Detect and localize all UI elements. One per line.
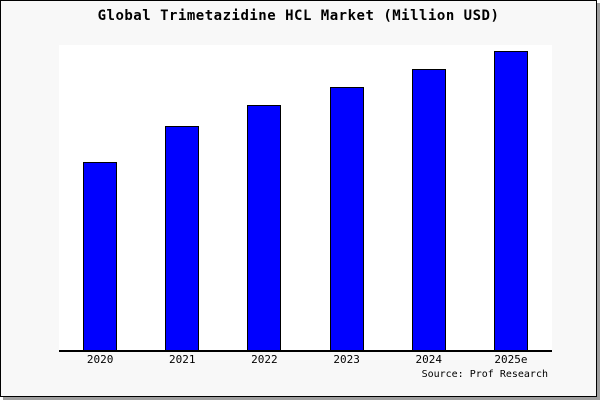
x-tick-label-2024: 2024	[415, 353, 443, 366]
bar-slot-2021	[141, 45, 223, 350]
chart-title: Global Trimetazidine HCL Market (Million…	[97, 8, 500, 24]
bar-slot-2020	[59, 45, 141, 350]
bar-2021	[165, 125, 200, 350]
bar-slot-2025e	[470, 45, 552, 350]
bar-2022	[247, 104, 282, 350]
x-tick-label-2020: 2020	[86, 353, 114, 366]
bar-slot-2023	[306, 45, 388, 350]
x-tick-label-2021: 2021	[169, 353, 196, 366]
x-tick-label-2022: 2022	[251, 353, 278, 366]
bar-2025e	[493, 50, 528, 350]
plot-area	[59, 45, 552, 352]
bar-2024	[411, 68, 446, 350]
bar-2023	[329, 86, 364, 350]
bars-container	[59, 45, 552, 350]
source-note: Source: Prof Research	[421, 369, 548, 380]
x-tick-label-2025e: 2025e	[494, 353, 528, 366]
bar-2020	[83, 161, 118, 350]
x-tick-label-2023: 2023	[333, 353, 360, 366]
bar-slot-2022	[223, 45, 305, 350]
bar-slot-2024	[388, 45, 470, 350]
x-axis-labels: 2020 2021 2022 2023 2024 2025e	[59, 354, 552, 366]
